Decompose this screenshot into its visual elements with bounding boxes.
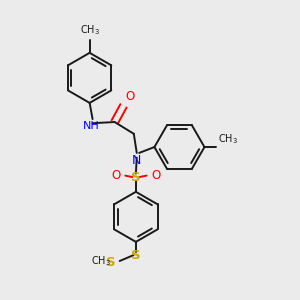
Text: CH$_3$: CH$_3$: [92, 255, 111, 268]
Text: NH: NH: [83, 121, 100, 130]
Text: S: S: [106, 256, 115, 269]
Text: O: O: [152, 169, 161, 182]
Text: N: N: [132, 154, 141, 167]
Text: O: O: [126, 90, 135, 103]
Text: CH$_3$: CH$_3$: [80, 23, 100, 37]
Text: S: S: [131, 171, 141, 184]
Text: CH$_3$: CH$_3$: [218, 132, 238, 145]
Text: S: S: [131, 249, 141, 262]
Text: O: O: [111, 169, 120, 182]
